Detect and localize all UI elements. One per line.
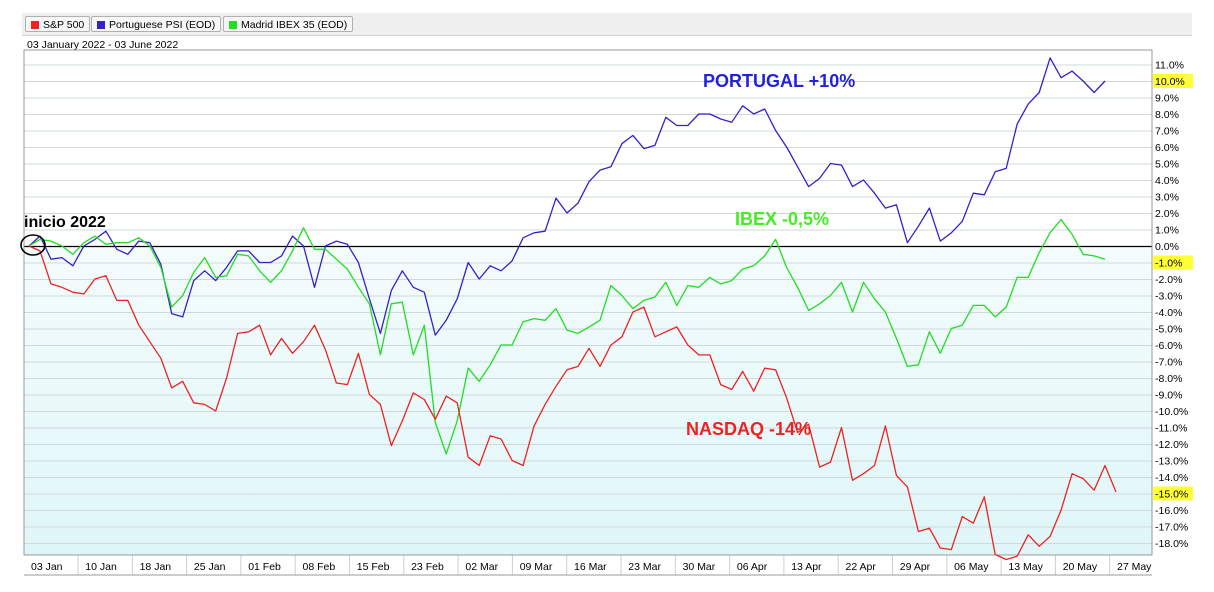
x-tick-label: 23 Mar <box>628 561 661 573</box>
x-tick-label: 16 Mar <box>574 561 607 573</box>
legend-label-psi: Portuguese PSI (EOD) <box>109 19 216 31</box>
y-tick-label: 0.0% <box>1155 241 1179 253</box>
y-tick-label: 9.0% <box>1155 93 1179 105</box>
y-tick-label: -14.0% <box>1155 472 1188 484</box>
x-tick-label: 30 Mar <box>683 561 716 573</box>
x-tick-label: 22 Apr <box>846 561 877 573</box>
y-tick-label: 6.0% <box>1155 142 1179 154</box>
y-tick-label: -3.0% <box>1155 291 1182 303</box>
x-tick-label: 13 Apr <box>791 561 822 573</box>
series-line-s-p-500 <box>28 245 1117 561</box>
y-tick-label: -6.0% <box>1155 340 1182 352</box>
y-tick-label: -2.0% <box>1155 274 1182 286</box>
start-marker-circle <box>20 234 46 256</box>
legend-swatch-ibex <box>229 20 237 29</box>
x-tick-label: 20 May <box>1063 561 1098 573</box>
y-tick-label: -7.0% <box>1155 357 1182 369</box>
y-tick-label: 7.0% <box>1155 126 1179 138</box>
y-tick-label: -13.0% <box>1155 456 1188 468</box>
annotations: inicio 2022 PORTUGAL +10% IBEX -0,5% NAS… <box>20 71 855 439</box>
y-tick-highlight <box>1153 74 1193 88</box>
y-tick-label: -16.0% <box>1155 505 1188 517</box>
legend-item-ibex[interactable]: Madrid IBEX 35 (EOD) <box>223 16 354 32</box>
x-tick-label: 10 Jan <box>85 561 117 573</box>
series-layer <box>28 57 1117 561</box>
y-tick-label: -15.0% <box>1155 489 1188 501</box>
x-tick-label: 06 May <box>954 561 989 573</box>
x-tick-label: 01 Feb <box>248 561 281 573</box>
y-tick-label: -11.0% <box>1155 423 1188 435</box>
legend-item-psi[interactable]: Portuguese PSI (EOD) <box>91 16 222 32</box>
x-tick-label: 09 Mar <box>520 561 553 573</box>
annotation-portugal: PORTUGAL +10% <box>703 71 855 91</box>
y-tick-label: 10.0% <box>1155 76 1185 88</box>
y-tick-label: 3.0% <box>1155 192 1179 204</box>
y-tick-label: -8.0% <box>1155 373 1182 385</box>
series-line-portuguese-psi-eod <box>28 57 1106 336</box>
y-tick-label: 8.0% <box>1155 109 1179 121</box>
y-tick-label: 5.0% <box>1155 159 1179 171</box>
y-tick-label: 2.0% <box>1155 208 1179 220</box>
y-tick-label: -4.0% <box>1155 307 1182 319</box>
plot-frame <box>23 49 1153 556</box>
annotation-start: inicio 2022 <box>24 214 106 231</box>
y-tick-label: -1.0% <box>1155 258 1182 270</box>
x-tick-label: 13 May <box>1008 561 1043 573</box>
x-tick-label: 15 Feb <box>357 561 390 573</box>
grid <box>23 49 1153 576</box>
x-tick-label: 25 Jan <box>194 561 226 573</box>
date-range: 03 January 2022 - 03 June 2022 <box>27 39 179 51</box>
y-tick-label: 11.0% <box>1155 60 1184 72</box>
below-zero-shading <box>24 246 1152 555</box>
y-tick-highlight <box>1153 486 1193 501</box>
y-tick-label: -17.0% <box>1155 522 1188 534</box>
x-tick-label: 08 Feb <box>303 561 336 573</box>
x-tick-label: 23 Feb <box>411 561 444 573</box>
series-line-madrid-ibex-35-eod <box>28 218 1106 455</box>
x-tick-label: 18 Jan <box>140 561 172 573</box>
y-tick-label: 4.0% <box>1155 175 1179 187</box>
annotation-nasdaq: NASDAQ -14% <box>686 419 811 439</box>
x-tick-label: 06 Apr <box>737 561 768 573</box>
y-tick-label: -5.0% <box>1155 324 1182 336</box>
legend-swatch-psi <box>97 20 105 29</box>
y-tick-label: 1.0% <box>1155 225 1179 237</box>
legend-label-ibex: Madrid IBEX 35 (EOD) <box>241 19 348 31</box>
y-axis: 11.0% 10.0% 9.0% 8.0% 7.0% 6.0% 5.0% 4.0% 3.0% 2.… <box>1153 60 1193 550</box>
y-tick-label: -9.0% <box>1155 390 1182 402</box>
x-axis: 03 Jan 10 Jan 18 Jan 25 Jan 01 Feb 08 Feb 15 F… <box>31 561 1152 573</box>
annotation-ibex: IBEX -0,5% <box>735 209 829 229</box>
y-tick-highlight <box>1153 255 1193 270</box>
legend-bar: S&P 500 Portuguese PSI (EOD) Madrid IBEX… <box>22 13 1192 36</box>
y-tick-label: -10.0% <box>1155 406 1188 418</box>
x-tick-label: 27 May <box>1117 561 1152 573</box>
legend-label-sp500: S&P 500 <box>43 19 85 31</box>
x-tick-label: 03 Jan <box>31 561 63 573</box>
legend-swatch-sp500 <box>31 20 39 29</box>
legend-item-sp500[interactable]: S&P 500 <box>25 16 91 32</box>
x-tick-label: 29 Apr <box>900 561 931 573</box>
x-tick-label: 02 Mar <box>465 561 498 573</box>
y-tick-label: -18.0% <box>1155 538 1188 550</box>
y-tick-label: -12.0% <box>1155 439 1188 451</box>
